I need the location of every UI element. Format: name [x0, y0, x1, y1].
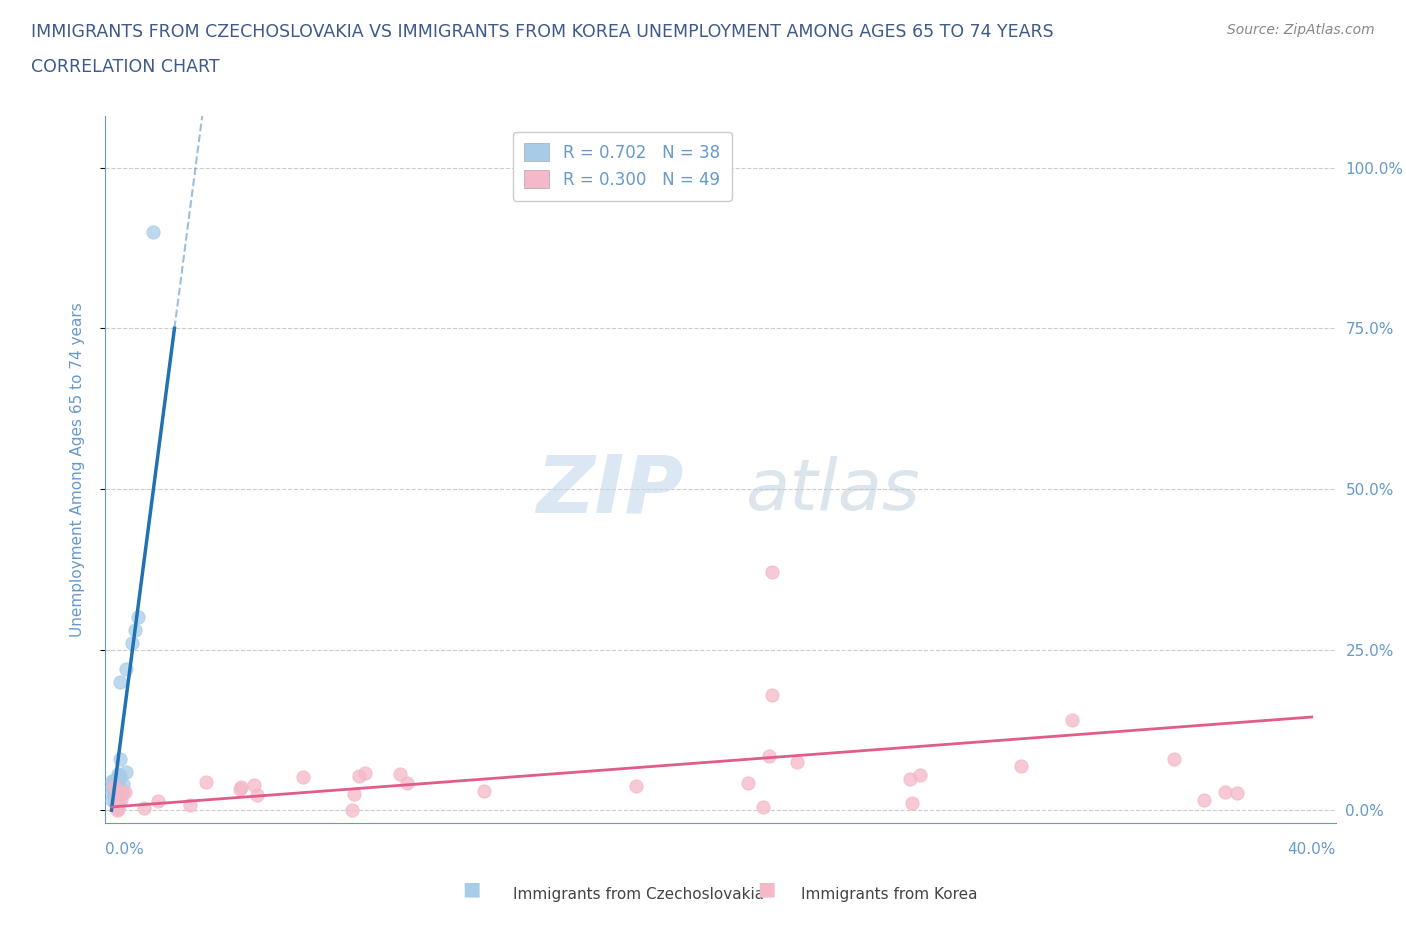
Point: [127, 610, 149, 625]
Point: [100, 792, 122, 807]
Point: [115, 661, 138, 676]
Point: [103, 773, 125, 788]
Point: [101, 779, 124, 794]
Point: [246, 788, 269, 803]
Point: [110, 674, 132, 689]
Point: [148, 794, 170, 809]
Point: [103, 783, 125, 798]
Point: [101, 774, 124, 789]
Point: [1192, 792, 1215, 807]
Point: [908, 767, 931, 782]
Point: [115, 764, 138, 779]
Point: [347, 768, 370, 783]
Text: ZIP: ZIP: [536, 452, 683, 530]
Text: Source: ZipAtlas.com: Source: ZipAtlas.com: [1227, 23, 1375, 37]
Point: [107, 766, 129, 781]
Point: [624, 778, 647, 793]
Point: [229, 781, 252, 796]
Point: [104, 794, 127, 809]
Point: [121, 636, 143, 651]
Point: [1060, 712, 1083, 727]
Point: [103, 778, 125, 793]
Point: [107, 802, 129, 817]
Point: [107, 781, 129, 796]
Point: [786, 755, 808, 770]
Point: [758, 749, 780, 764]
Point: [396, 776, 419, 790]
Point: [101, 784, 124, 799]
Point: [343, 787, 366, 802]
Point: [107, 787, 129, 802]
Text: 40.0%: 40.0%: [1288, 842, 1336, 857]
Point: [112, 777, 135, 792]
Point: [111, 785, 134, 800]
Point: [107, 795, 129, 810]
Point: [110, 751, 132, 766]
Point: [103, 789, 125, 804]
Point: [104, 785, 127, 800]
Text: atlas: atlas: [745, 457, 920, 525]
Point: [107, 784, 129, 799]
Point: [104, 790, 127, 805]
Point: [142, 224, 165, 239]
Point: [195, 775, 218, 790]
Text: Immigrants from Czechoslovakia: Immigrants from Czechoslovakia: [513, 887, 765, 902]
Point: [1163, 752, 1185, 767]
Point: [103, 777, 125, 791]
Point: [105, 803, 128, 817]
Point: [353, 765, 375, 780]
Point: [901, 795, 924, 810]
Point: [105, 790, 128, 804]
Point: [107, 790, 129, 804]
Point: [761, 565, 783, 580]
Y-axis label: Unemployment Among Ages 65 to 74 years: Unemployment Among Ages 65 to 74 years: [70, 302, 84, 637]
Point: [898, 772, 921, 787]
Point: [1010, 759, 1032, 774]
Point: [110, 767, 132, 782]
Point: [229, 779, 252, 794]
Point: [737, 776, 759, 790]
Point: [108, 780, 131, 795]
Point: [472, 783, 495, 798]
Point: [243, 777, 266, 792]
Point: [104, 782, 127, 797]
Text: CORRELATION CHART: CORRELATION CHART: [31, 58, 219, 75]
Point: [108, 770, 131, 785]
Point: [291, 770, 314, 785]
Point: [1226, 786, 1249, 801]
Point: [107, 795, 129, 810]
Point: [389, 766, 412, 781]
Point: [124, 623, 146, 638]
Point: [111, 785, 134, 800]
Point: [340, 803, 363, 817]
Text: 0.0%: 0.0%: [105, 842, 145, 857]
Text: IMMIGRANTS FROM CZECHOSLOVAKIA VS IMMIGRANTS FROM KOREA UNEMPLOYMENT AMONG AGES : IMMIGRANTS FROM CZECHOSLOVAKIA VS IMMIGR…: [31, 23, 1053, 41]
Point: [752, 800, 775, 815]
Point: [110, 792, 132, 807]
Point: [179, 798, 201, 813]
Point: [107, 771, 129, 786]
Legend: R = 0.702   N = 38, R = 0.300   N = 49: R = 0.702 N = 38, R = 0.300 N = 49: [513, 132, 731, 201]
Point: [761, 687, 783, 702]
Text: ■: ■: [756, 880, 776, 898]
Point: [1213, 785, 1236, 800]
Point: [114, 785, 136, 800]
Text: ■: ■: [461, 880, 481, 898]
Point: [104, 789, 127, 804]
Point: [107, 801, 129, 816]
Text: Immigrants from Korea: Immigrants from Korea: [801, 887, 979, 902]
Point: [105, 798, 128, 813]
Point: [134, 801, 156, 816]
